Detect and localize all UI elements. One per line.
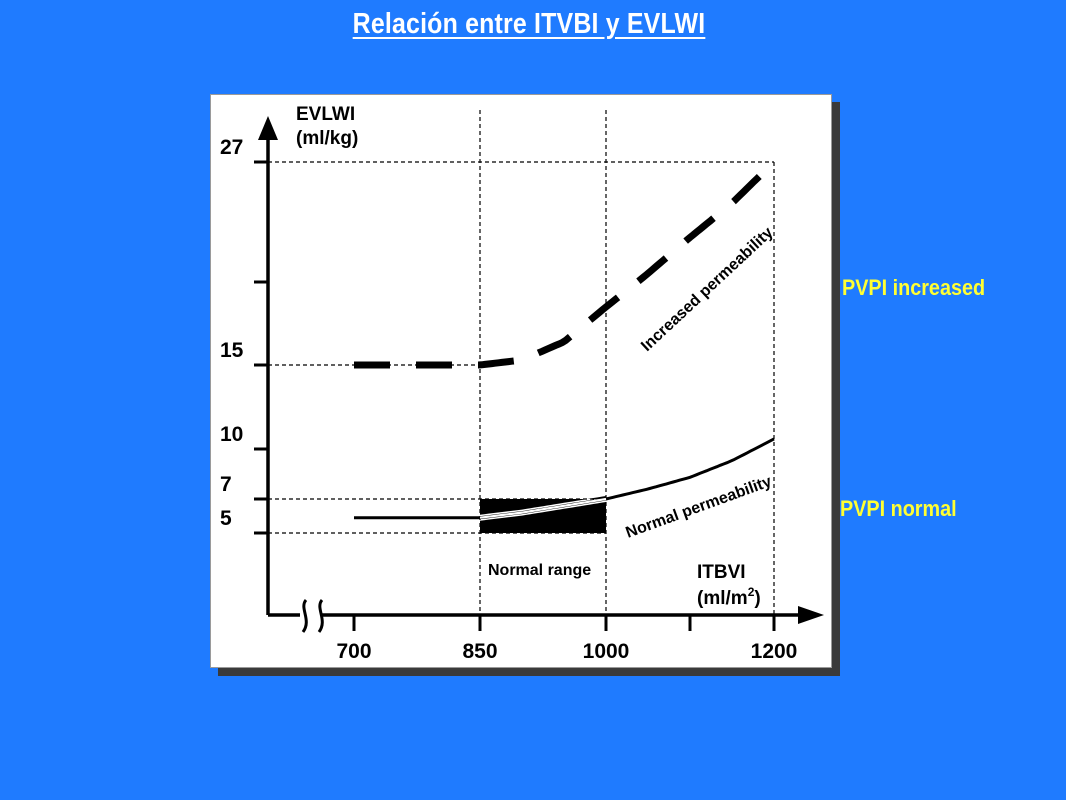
y-tick-label-15: 15 — [220, 339, 244, 362]
y-tick-label-7: 7 — [220, 473, 232, 496]
x-tick-label-850: 850 — [462, 640, 497, 663]
pvpi-normal-label: PVPI normal — [840, 496, 957, 521]
y-tick-label-10: 10 — [220, 423, 243, 446]
y-axis-unit: (ml/kg) — [296, 128, 358, 149]
x-tick-label-1200: 1200 — [751, 640, 798, 663]
normal-range-area — [480, 496, 606, 533]
increased-permeability-curve — [354, 159, 777, 369]
normal-permeability-label: Normal permeability — [624, 473, 774, 542]
x-tick-label-1000: 1000 — [583, 640, 630, 663]
x-axis-title: ITBVI — [697, 562, 746, 583]
chart-labels: 5 7 10 15 27 700 850 1000 1200 EVLWI (ml/kg) ITBVI(… — [220, 104, 797, 663]
x-axis-arrow-icon — [798, 606, 824, 624]
y-tick-label-5: 5 — [220, 507, 232, 530]
x-axis-unit: (ml/m2) — [697, 585, 761, 609]
increased-permeability-label: Increased permeability — [638, 224, 776, 355]
y-axis-title: EVLWI — [296, 104, 355, 125]
normal-range-upper-fill — [480, 496, 606, 515]
normal-range-lower-fill — [480, 502, 606, 533]
y-tick-label-27: 27 — [220, 136, 243, 159]
pvpi-increased-label: PVPI increased — [842, 275, 986, 300]
slide-title: Relación entre ITVBI y EVLWI — [352, 8, 706, 40]
grid-lines — [268, 110, 775, 615]
axis-break-icon — [301, 599, 308, 633]
normal-range-white-line — [479, 497, 607, 519]
normal-range-label: Normal range — [488, 562, 591, 579]
series-lines — [354, 159, 777, 520]
x-tick-label-700: 700 — [336, 640, 371, 663]
y-axis-arrow-icon — [258, 116, 278, 140]
axes — [254, 116, 824, 633]
chart-panel — [210, 94, 832, 668]
axis-break-icon — [317, 599, 324, 633]
